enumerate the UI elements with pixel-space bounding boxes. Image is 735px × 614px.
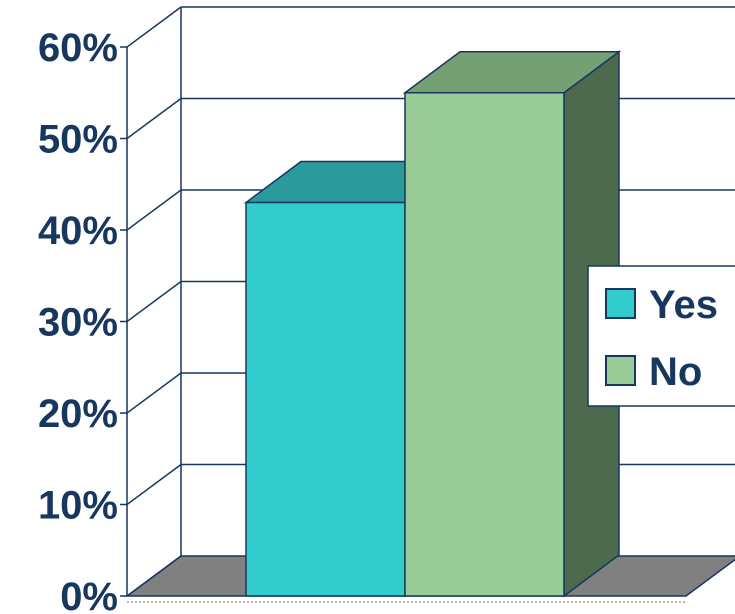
gridline-diagonal (126, 463, 182, 506)
legend: Yes No (587, 265, 735, 407)
legend-swatch-yes (605, 288, 636, 319)
gridline-diagonal (126, 6, 182, 48)
bar-front-face (245, 201, 406, 597)
bar-front-face (404, 92, 565, 597)
y-tick-label: 30% (38, 301, 118, 345)
gridline-diagonal (126, 97, 182, 140)
gridline-diagonal (126, 372, 182, 414)
y-tick-labels: 0% 10% 20% 30% 40% 50% 60% (38, 26, 118, 614)
legend-label-no: No (649, 350, 702, 394)
y-tick-label: 50% (38, 118, 118, 162)
legend-label-yes: Yes (649, 283, 718, 327)
y-axis (120, 46, 686, 603)
legend-swatch-no (605, 355, 636, 386)
bar-no (402, 50, 622, 598)
y-tick-label: 40% (38, 209, 118, 253)
gridline-diagonal (126, 280, 182, 323)
gridline-diagonal (126, 189, 182, 231)
y-tick-label: 60% (38, 26, 118, 70)
bars (243, 50, 622, 598)
y-tick-label: 20% (38, 392, 118, 436)
y-tick-label: 10% (38, 484, 118, 528)
y-tick-label: 0% (60, 575, 118, 614)
gridline-diagonal (126, 555, 182, 597)
